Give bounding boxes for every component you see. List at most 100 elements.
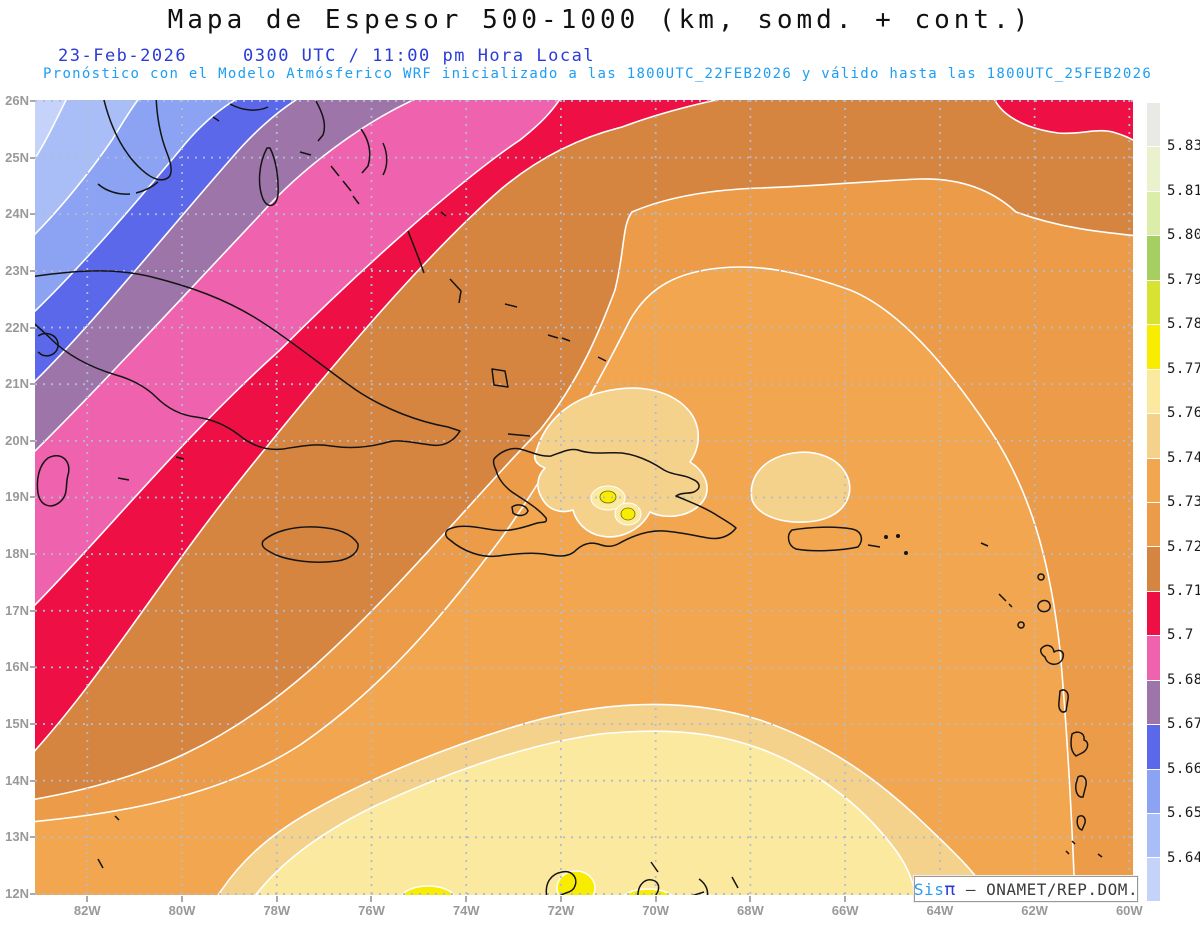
- colorbar-segment-17: [1146, 857, 1161, 902]
- lat-tick-25N: [30, 156, 35, 159]
- colorbar-segment-14: [1146, 724, 1161, 769]
- colorbar-label-5.712: 5.712: [1167, 582, 1200, 599]
- lat-tick-17N: [30, 609, 35, 612]
- colorbar-label-5.831: 5.831: [1167, 138, 1200, 155]
- attribution-box: Sis π – ONAMET/REP.DOM.: [914, 876, 1138, 902]
- colorbar-segment-2: [1146, 190, 1161, 236]
- lon-tick-66W: [844, 896, 847, 902]
- coast-hispaniola: [445, 433, 737, 558]
- lon-tick-80W: [181, 896, 184, 902]
- lat-tick-21N: [30, 383, 35, 386]
- colorbar-segment-9: [1146, 501, 1161, 547]
- lat-tick-22N: [30, 326, 35, 329]
- coast-jamaica: [261, 526, 359, 563]
- lat-label-21N: 21N: [5, 376, 29, 392]
- forecast-init-line: Pronóstico con el Modelo Atmósferico WRF…: [43, 66, 1153, 82]
- colorbar-label-5.724: 5.724: [1167, 538, 1200, 555]
- coast-cuba: [35, 270, 461, 507]
- lat-label-22N: 22N: [5, 319, 29, 335]
- colorbar-segment-8: [1146, 457, 1161, 502]
- valid-time: 0300 UTC / 11:00 pm Hora Local: [243, 46, 596, 66]
- coast-virgin-islands: [884, 534, 908, 555]
- lon-tick-82W: [86, 896, 89, 902]
- colorbar-label-5.652: 5.652: [1167, 805, 1200, 822]
- pi-symbol: π: [944, 878, 956, 900]
- lon-label-76W: 76W: [358, 903, 385, 918]
- lon-tick-76W: [370, 896, 373, 902]
- lat-tick-12N: [30, 892, 35, 895]
- lon-tick-70W: [654, 896, 657, 902]
- colorbar-segment-6: [1146, 368, 1161, 414]
- lat-tick-15N: [30, 723, 35, 726]
- colorbar-segment-5: [1146, 324, 1161, 369]
- colorbar-label-5.76: 5.76: [1167, 405, 1200, 422]
- colorbar-label-5.676: 5.676: [1167, 716, 1200, 733]
- lat-label-18N: 18N: [5, 546, 29, 562]
- subtitle-row: 23-Feb-2026 0300 UTC / 11:00 pm Hora Loc…: [0, 46, 1200, 66]
- region-tan-hispaniola: [533, 387, 708, 538]
- colorbar-segment-1: [1146, 146, 1161, 191]
- region-blue-light-564: [35, 100, 139, 236]
- lat-label-16N: 16N: [5, 659, 29, 675]
- lat-tick-13N: [30, 836, 35, 839]
- lon-tick-68W: [749, 896, 752, 902]
- lon-label-82W: 82W: [73, 903, 101, 918]
- lat-label-19N: 19N: [5, 489, 29, 505]
- lon-tick-78W: [275, 896, 278, 902]
- lon-label-78W: 78W: [263, 903, 291, 918]
- lat-tick-16N: [30, 666, 35, 669]
- region-crimson-ne-corner: [994, 100, 1133, 141]
- lat-label-23N: 23N: [5, 262, 29, 278]
- lat-tick-24N: [30, 213, 35, 216]
- colorbar-label-5.772: 5.772: [1167, 360, 1200, 377]
- lat-label-20N: 20N: [5, 432, 29, 448]
- lat-label-26N: 26N: [5, 93, 29, 108]
- coast-puerto-rico: [787, 526, 881, 552]
- lat-label-13N: 13N: [5, 829, 29, 845]
- lon-label-80W: 80W: [168, 903, 196, 918]
- attribution-app-name: Sis: [913, 879, 945, 899]
- valid-date: 23-Feb-2026: [58, 46, 188, 66]
- lat-tick-26N: [30, 100, 35, 102]
- colorbar-label-5.795: 5.795: [1167, 271, 1200, 288]
- colorbar-label-5.736: 5.736: [1167, 494, 1200, 511]
- colorbar-label-5.807: 5.807: [1167, 227, 1200, 244]
- attribution-text: – ONAMET/REP.DOM.: [965, 879, 1139, 899]
- lon-label-62W: 62W: [1021, 903, 1048, 918]
- lat-label-14N: 14N: [5, 772, 29, 788]
- coast-south-america-abc: [97, 815, 739, 895]
- lat-tick-18N: [30, 553, 35, 556]
- lon-label-74W: 74W: [452, 903, 480, 918]
- colorbar-segment-13: [1146, 679, 1161, 725]
- colorbar-label-5.64: 5.64: [1167, 849, 1200, 866]
- colorbar-label-5.7: 5.7: [1167, 627, 1194, 644]
- lon-label-68W: 68W: [737, 903, 764, 918]
- lon-label-60W: 60W: [1115, 903, 1143, 918]
- colorbar-label-5.748: 5.748: [1167, 449, 1200, 466]
- colorbar-segment-11: [1146, 590, 1161, 636]
- colorbar-segment-4: [1146, 279, 1161, 325]
- lon-label-72W: 72W: [547, 903, 575, 918]
- lat-label-15N: 15N: [5, 716, 29, 732]
- lon-tick-74W: [465, 896, 468, 902]
- colorbar-segment-3: [1146, 235, 1161, 280]
- colorbar: [1146, 102, 1161, 902]
- colorbar-segment-10: [1146, 546, 1161, 591]
- lat-label-24N: 24N: [5, 206, 29, 222]
- colorbar-label-5.783: 5.783: [1167, 316, 1200, 333]
- lon-label-64W: 64W: [926, 903, 954, 918]
- lon-tick-72W: [559, 896, 562, 902]
- colorbar-label-5.688: 5.688: [1167, 671, 1200, 688]
- colorbar-segment-16: [1146, 813, 1161, 858]
- colorbar-label-5.664: 5.664: [1167, 760, 1200, 777]
- colorbar-segment-15: [1146, 768, 1161, 813]
- colorbar-segment-12: [1146, 635, 1161, 680]
- coastlines: [35, 100, 1103, 895]
- lat-label-17N: 17N: [5, 602, 29, 618]
- region-yellow-maxima-dr: [590, 485, 642, 526]
- lat-tick-19N: [30, 496, 35, 499]
- colorbar-segment-0: [1146, 102, 1161, 147]
- lat-tick-23N: [30, 269, 35, 272]
- lon-label-70W: 70W: [642, 903, 670, 918]
